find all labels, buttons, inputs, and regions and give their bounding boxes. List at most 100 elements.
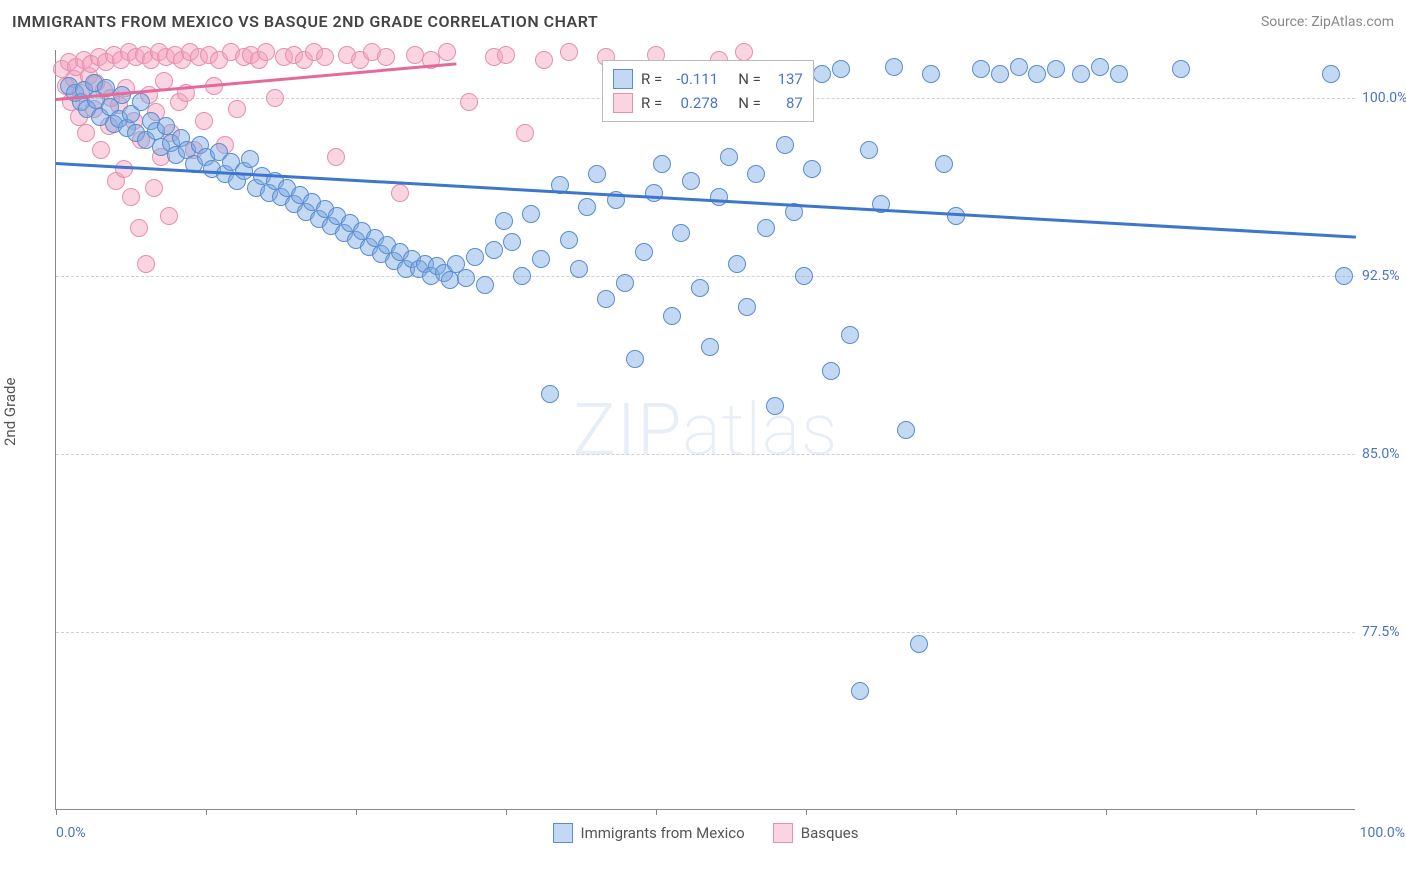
point-mexico [1322, 65, 1340, 83]
x-tick [206, 809, 207, 815]
point-basques [377, 48, 395, 66]
y-tick-label: 77.5% [1362, 624, 1406, 640]
point-basques [195, 112, 213, 130]
point-basques [327, 148, 345, 166]
point-mexico [635, 243, 653, 261]
point-mexico [841, 326, 859, 344]
series-legend-label: Basques [801, 824, 859, 842]
point-mexico [241, 150, 259, 168]
point-mexico [1072, 65, 1090, 83]
point-mexico [710, 188, 728, 206]
point-basques [497, 46, 515, 64]
point-mexico [728, 255, 746, 273]
point-basques [160, 207, 178, 225]
point-mexico [1172, 60, 1190, 78]
point-mexico [1335, 267, 1353, 285]
point-mexico [570, 260, 588, 278]
legend-swatch [613, 69, 633, 89]
point-mexico [457, 269, 475, 287]
point-basques [77, 124, 95, 142]
point-mexico [935, 155, 953, 173]
point-mexico [701, 338, 719, 356]
point-mexico [626, 350, 644, 368]
point-mexico [757, 219, 775, 237]
point-mexico [503, 233, 521, 251]
point-mexico [682, 172, 700, 190]
point-mexico [910, 635, 928, 653]
point-basques [391, 184, 409, 202]
source-attribution: Source: ZipAtlas.com [1261, 14, 1394, 30]
stats-legend-row: R =0.278N =87 [613, 91, 803, 115]
point-mexico [495, 212, 513, 230]
point-mexico [578, 198, 596, 216]
point-mexico [803, 160, 821, 178]
point-basques [406, 46, 424, 64]
point-mexico [1028, 65, 1046, 83]
series-legend: Immigrants from Mexico Basques [553, 823, 859, 843]
point-mexico [691, 279, 709, 297]
x-tick [1256, 809, 1257, 815]
point-basques [735, 43, 753, 61]
point-basques [257, 43, 275, 61]
y-tick-label: 92.5% [1362, 268, 1406, 284]
point-mexico [1047, 60, 1065, 78]
point-basques [137, 255, 155, 273]
legend-swatch [613, 93, 633, 113]
point-mexico [532, 250, 550, 268]
point-mexico [522, 205, 540, 223]
series-legend-item: Immigrants from Mexico [553, 823, 745, 843]
point-mexico [663, 307, 681, 325]
point-mexico [653, 155, 671, 173]
series-legend-label: Immigrants from Mexico [581, 824, 745, 842]
x-axis-min-label: 0.0% [56, 825, 86, 841]
point-mexico [476, 276, 494, 294]
point-mexico [766, 397, 784, 415]
point-mexico [832, 60, 850, 78]
point-basques [438, 43, 456, 61]
point-mexico [897, 421, 915, 439]
point-basques [122, 188, 140, 206]
stats-legend-row: R =-0.111N =137 [613, 67, 803, 91]
point-basques [560, 43, 578, 61]
series-legend-item: Basques [773, 823, 859, 843]
point-mexico [738, 298, 756, 316]
point-mexico [922, 65, 940, 83]
y-axis-label: 2nd Grade [1, 378, 19, 446]
point-mexico [1091, 58, 1109, 76]
legend-swatch [773, 823, 793, 843]
point-mexico [860, 141, 878, 159]
x-tick [506, 809, 507, 815]
gridline [56, 454, 1355, 455]
stats-legend: R =-0.111N =137R =0.278N =87 [602, 60, 814, 122]
point-mexico [851, 682, 869, 700]
point-mexico [513, 267, 531, 285]
point-mexico [972, 60, 990, 78]
point-basques [460, 93, 478, 111]
trendline-mexico [56, 162, 1356, 239]
point-basques [535, 51, 553, 69]
point-mexico [466, 248, 484, 266]
watermark: ZIPatlas [573, 387, 838, 472]
point-mexico [991, 65, 1009, 83]
point-mexico [441, 271, 459, 289]
point-basques [92, 141, 110, 159]
point-mexico [885, 58, 903, 76]
point-mexico [1110, 65, 1128, 83]
point-mexico [588, 165, 606, 183]
point-mexico [485, 241, 503, 259]
x-tick [356, 809, 357, 815]
point-mexico [795, 267, 813, 285]
x-tick [1106, 809, 1107, 815]
point-mexico [822, 362, 840, 380]
y-tick-label: 85.0% [1362, 446, 1406, 462]
point-basques [145, 179, 163, 197]
point-mexico [560, 231, 578, 249]
y-tick-label: 100.0% [1362, 90, 1406, 106]
point-basques [516, 124, 534, 142]
legend-swatch [553, 823, 573, 843]
point-mexico [132, 93, 150, 111]
x-tick [956, 809, 957, 815]
point-mexico [616, 274, 634, 292]
point-mexico [776, 136, 794, 154]
chart-title: IMMIGRANTS FROM MEXICO VS BASQUE 2ND GRA… [12, 12, 598, 31]
